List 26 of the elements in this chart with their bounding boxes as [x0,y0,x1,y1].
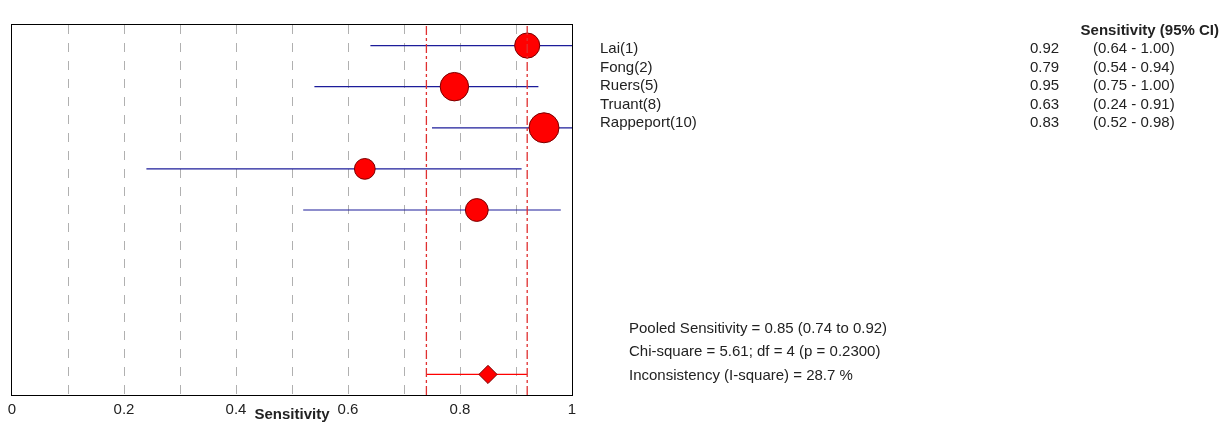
text: 0.79 [1030,57,1060,76]
text: (0.64 - 1.00) [1093,39,1175,57]
x-axis-title: Sensitivity [254,405,331,422]
text: Inconsistency (I-square) = 28.7 % [629,366,853,383]
text: Ruers(5) [600,76,659,94]
text: (0.52 - 0.98) [1093,113,1175,131]
text: Lai(1) [600,39,639,57]
text: Sensitivity (95% CI) [1080,21,1219,38]
x-tick-label: 0.6 [337,400,359,417]
text: Rappeport(10) [600,113,697,131]
text: Pooled Sensitivity = 0.85 (0.74 to 0.92) [629,319,888,336]
text: 0.83 [1030,113,1060,131]
x-tick-label: 0.2 [113,400,135,417]
text: (0.54 - 0.94) [1093,57,1175,76]
text: 0.92 [1030,39,1060,57]
x-tick-label: 0.8 [449,400,471,417]
x-tick-label: 0 [7,400,17,417]
text: 0.95 [1030,76,1060,94]
text: Fong(2) [600,57,653,76]
text: Chi-square = 5.61; df = 4 (p = 0.2300) [629,342,881,359]
x-tick-label: 0.4 [225,400,247,417]
text: (0.24 - 0.91) [1093,94,1175,113]
text: (0.75 - 1.00) [1093,76,1175,94]
text: 0.63 [1030,94,1060,113]
x-tick-label: 1 [567,400,577,417]
text: Truant(8) [600,94,662,113]
